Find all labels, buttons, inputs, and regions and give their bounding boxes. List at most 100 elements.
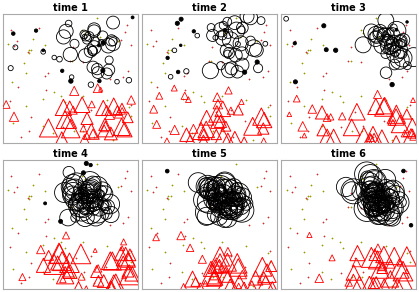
Point bbox=[360, 177, 367, 182]
Point bbox=[221, 31, 228, 36]
Point bbox=[360, 124, 366, 128]
Point bbox=[103, 264, 109, 269]
Point bbox=[49, 131, 56, 135]
Point bbox=[323, 217, 329, 222]
Point bbox=[159, 61, 166, 65]
Point bbox=[191, 29, 197, 34]
Point bbox=[309, 107, 316, 111]
Point bbox=[146, 99, 153, 104]
Point bbox=[126, 272, 133, 277]
Point bbox=[103, 118, 109, 123]
Point bbox=[81, 31, 88, 36]
Point bbox=[51, 55, 57, 60]
Point bbox=[225, 88, 232, 93]
Point bbox=[22, 103, 29, 108]
Point bbox=[165, 196, 172, 201]
Point bbox=[200, 132, 207, 137]
Point bbox=[367, 137, 374, 142]
Point bbox=[179, 243, 186, 248]
Point bbox=[40, 243, 47, 248]
Point bbox=[347, 205, 354, 210]
Point bbox=[364, 206, 370, 211]
Point bbox=[209, 201, 215, 206]
Point bbox=[400, 279, 407, 284]
Point bbox=[111, 282, 117, 287]
Point bbox=[394, 284, 401, 289]
Point bbox=[387, 43, 393, 48]
Point bbox=[95, 266, 101, 271]
Point bbox=[124, 269, 131, 274]
Point bbox=[328, 277, 335, 281]
Point bbox=[40, 97, 47, 102]
Point bbox=[83, 133, 90, 138]
Point bbox=[370, 208, 377, 213]
Point bbox=[369, 193, 375, 197]
Point bbox=[76, 194, 83, 199]
Point bbox=[220, 189, 227, 194]
Point bbox=[218, 196, 225, 201]
Point bbox=[20, 61, 27, 65]
Point bbox=[403, 254, 410, 259]
Point bbox=[88, 199, 95, 203]
Point bbox=[98, 188, 105, 193]
Point bbox=[375, 181, 382, 186]
Point bbox=[105, 43, 111, 48]
Point bbox=[357, 28, 364, 32]
Point bbox=[85, 192, 91, 197]
Point bbox=[69, 205, 75, 210]
Point bbox=[150, 107, 157, 112]
Point bbox=[180, 285, 187, 290]
Point bbox=[375, 246, 381, 250]
Point bbox=[239, 272, 246, 277]
Point bbox=[124, 22, 131, 27]
Point bbox=[211, 272, 218, 277]
Point bbox=[319, 110, 326, 115]
Point bbox=[246, 77, 253, 81]
Point bbox=[82, 194, 88, 198]
Point bbox=[178, 233, 184, 238]
Point bbox=[119, 105, 125, 110]
Point bbox=[369, 281, 376, 286]
Point bbox=[120, 260, 127, 265]
Point bbox=[254, 60, 261, 64]
Point bbox=[59, 277, 66, 282]
Point bbox=[383, 205, 389, 210]
Point bbox=[164, 55, 171, 60]
Point bbox=[397, 39, 403, 44]
Point bbox=[222, 201, 229, 205]
Point bbox=[219, 240, 226, 245]
Point bbox=[83, 203, 89, 208]
Point bbox=[99, 34, 106, 39]
Point bbox=[10, 31, 17, 36]
Point bbox=[221, 182, 228, 187]
Point bbox=[383, 191, 390, 196]
Title: time 5: time 5 bbox=[192, 149, 227, 159]
Point bbox=[97, 87, 104, 92]
Point bbox=[93, 201, 100, 205]
Point bbox=[10, 267, 16, 272]
Point bbox=[236, 35, 243, 40]
Point bbox=[226, 51, 233, 55]
Point bbox=[184, 217, 190, 222]
Point bbox=[359, 129, 365, 134]
Point bbox=[197, 240, 204, 244]
Point bbox=[391, 254, 398, 258]
Point bbox=[73, 196, 80, 201]
Point bbox=[163, 138, 170, 143]
Point bbox=[406, 188, 412, 193]
Point bbox=[216, 207, 223, 212]
Point bbox=[76, 204, 83, 208]
Point bbox=[219, 60, 225, 64]
Point bbox=[95, 279, 102, 283]
Point bbox=[259, 75, 266, 80]
Point bbox=[400, 30, 407, 34]
Point bbox=[406, 102, 413, 107]
Point bbox=[165, 275, 172, 279]
Point bbox=[397, 121, 403, 126]
Point bbox=[157, 280, 164, 285]
Point bbox=[70, 275, 77, 280]
Title: time 1: time 1 bbox=[53, 3, 88, 13]
Point bbox=[289, 190, 296, 194]
Point bbox=[261, 30, 268, 34]
Point bbox=[225, 249, 231, 254]
